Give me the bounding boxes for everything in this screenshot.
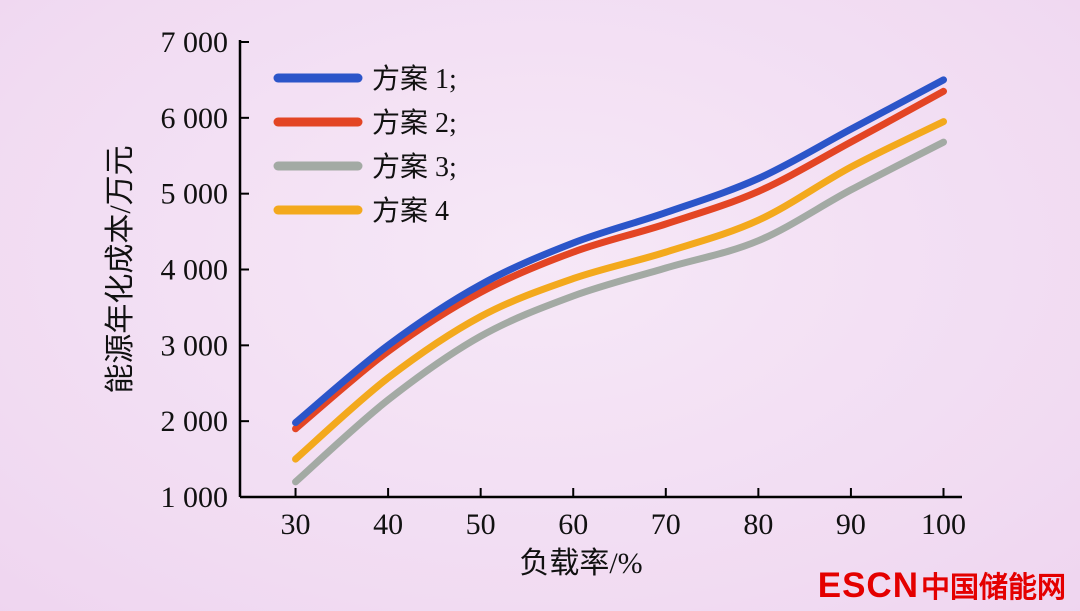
y-tick-label: 2 000 bbox=[161, 405, 229, 438]
y-tick-label: 6 000 bbox=[161, 102, 229, 135]
series-line-1 bbox=[292, 76, 947, 427]
series-line-3 bbox=[292, 138, 947, 486]
y-tick-label: 1 000 bbox=[161, 481, 229, 514]
watermark: ESCN中国储能网 bbox=[818, 568, 1066, 603]
x-tick-label: 60 bbox=[558, 508, 588, 541]
legend-label-1: 方案 1; bbox=[372, 63, 457, 95]
legend-label-2: 方案 2; bbox=[372, 107, 457, 139]
y-tick-label: 5 000 bbox=[161, 178, 229, 211]
y-tick-label: 4 000 bbox=[161, 254, 229, 287]
x-axis-title: 负载率/% bbox=[519, 547, 642, 580]
watermark-text: 中国储能网 bbox=[920, 572, 1066, 604]
series-line-2 bbox=[292, 87, 947, 433]
x-tick-label: 70 bbox=[651, 508, 681, 541]
x-tick-label: 90 bbox=[836, 508, 866, 541]
watermark-logo: ESCN bbox=[817, 566, 919, 605]
x-tick-label: 80 bbox=[743, 508, 773, 541]
y-axis-title: 能源年化成本/万元 bbox=[104, 145, 137, 393]
x-tick-label: 30 bbox=[281, 508, 311, 541]
y-tick-label: 7 000 bbox=[161, 26, 229, 59]
series-line-4 bbox=[292, 118, 947, 463]
x-tick-label: 40 bbox=[373, 508, 403, 541]
x-tick-label: 50 bbox=[466, 508, 496, 541]
x-tick-label: 100 bbox=[921, 508, 966, 541]
legend-label-3: 方案 3; bbox=[372, 151, 457, 183]
y-tick-label: 3 000 bbox=[161, 329, 229, 362]
legend-label-4: 方案 4 bbox=[372, 195, 449, 227]
